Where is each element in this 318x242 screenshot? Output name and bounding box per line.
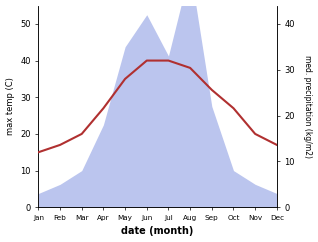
X-axis label: date (month): date (month) <box>121 227 194 236</box>
Y-axis label: med. precipitation (kg/m2): med. precipitation (kg/m2) <box>303 55 313 158</box>
Y-axis label: max temp (C): max temp (C) <box>5 77 15 135</box>
